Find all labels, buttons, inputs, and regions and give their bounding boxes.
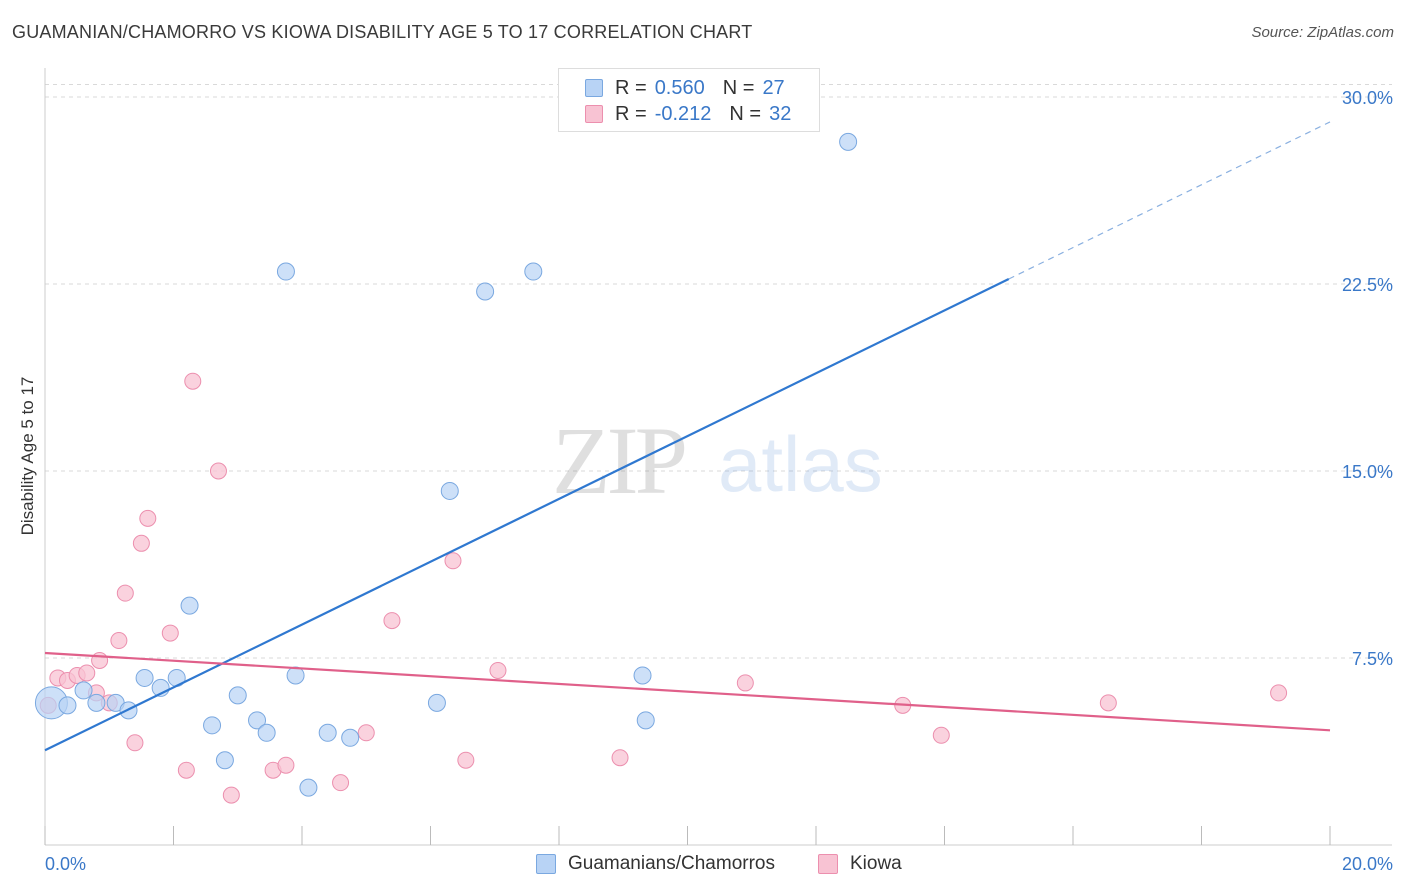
guamanian-point	[248, 711, 267, 730]
watermark-zip: ZIP	[552, 407, 685, 514]
legend-swatch-pink	[818, 854, 838, 874]
kiowa-point	[332, 774, 350, 792]
gridlines	[45, 84, 1392, 659]
kiowa-point	[78, 664, 96, 682]
legend-swatch-pink	[585, 105, 603, 123]
legend-r-label: R =	[615, 76, 647, 99]
kiowa-point	[1270, 684, 1288, 702]
kiowa-point	[110, 632, 128, 650]
guamanian-point	[839, 132, 858, 151]
kiowa-point	[1099, 694, 1117, 712]
legend-r-value: 0.560	[654, 76, 705, 99]
legend-item-kiowa: Kiowa	[818, 852, 902, 876]
guamanian-point	[299, 778, 318, 797]
kiowa-point	[116, 584, 134, 602]
legend-label: Guamanians/Chamorros	[568, 853, 775, 874]
guamanian-point	[524, 262, 543, 281]
legend-row-kiowa: R = -0.212 N = 32	[585, 102, 791, 126]
guamanian-point	[58, 696, 77, 715]
kiowa-point	[383, 612, 401, 630]
trendlines	[44, 121, 1331, 752]
kiowa-trendline	[44, 651, 1331, 732]
y-axis-label: Disability Age 5 to 17	[18, 377, 37, 536]
kiowa-point	[132, 534, 150, 552]
kiowa-point	[222, 786, 240, 804]
y-tick-label: 22.5%	[1342, 275, 1393, 295]
kiowa-point	[277, 756, 295, 774]
guamanian-point	[180, 596, 199, 615]
kiowa-point	[161, 624, 179, 642]
legend-n-label: N =	[722, 76, 755, 99]
x-tick-labels: 0.0% 20.0%	[45, 854, 1393, 874]
guamanian-point	[276, 262, 295, 281]
kiowa-point	[736, 674, 754, 692]
guamanian-trendline	[44, 278, 1010, 752]
guamanian-point	[286, 666, 305, 685]
x-tick-label: 0.0%	[45, 854, 86, 874]
guamanian-point	[228, 686, 247, 705]
legend-item-guamanian: Guamanians/Chamorros	[536, 852, 775, 876]
kiowa-point	[126, 734, 144, 752]
kiowa-point	[357, 724, 375, 742]
legend-swatch-blue	[536, 854, 556, 874]
kiowa-point	[209, 462, 227, 480]
guamanian-point	[318, 723, 337, 742]
guamanian-point	[476, 282, 495, 301]
x-tick-label: 20.0%	[1342, 854, 1393, 874]
kiowa-point	[611, 749, 629, 767]
y-tick-label: 15.0%	[1342, 462, 1393, 482]
guamanian-point	[633, 666, 652, 685]
guamanian-point	[135, 668, 154, 687]
guamanian-trendline-extension	[1008, 121, 1331, 280]
chart-title: GUAMANIAN/CHAMORRO VS KIOWA DISABILITY A…	[12, 22, 753, 42]
guamanian-point	[215, 751, 234, 770]
y-tick-labels: 7.5% 15.0% 22.5% 30.0%	[1342, 88, 1393, 669]
guamanian-points	[34, 132, 858, 797]
kiowa-point	[444, 552, 462, 570]
source-label: Source: ZipAtlas.com	[1251, 24, 1394, 41]
legend-r-label: R =	[615, 102, 647, 125]
legend-label: Kiowa	[850, 853, 902, 874]
kiowa-point	[489, 661, 507, 679]
watermark: ZIP atlas	[552, 407, 883, 514]
legend-n-value: 27	[762, 76, 785, 99]
guamanian-point	[427, 693, 446, 712]
legend-r-value: -0.212	[654, 102, 712, 125]
guamanian-point	[257, 723, 276, 742]
guamanian-point	[341, 728, 360, 747]
guamanian-point	[440, 481, 459, 500]
kiowa-point	[184, 372, 202, 390]
guamanian-point	[87, 693, 106, 712]
guamanian-point	[203, 716, 222, 735]
y-tick-label: 7.5%	[1352, 649, 1393, 669]
guamanian-point	[74, 681, 93, 700]
kiowa-point	[139, 509, 157, 527]
legend-swatch-blue	[585, 79, 603, 97]
kiowa-points	[39, 372, 1288, 804]
legend-row-guamanian: R = 0.560 N = 27	[585, 76, 785, 100]
y-tick-label: 30.0%	[1342, 88, 1393, 108]
watermark-atlas: atlas	[718, 420, 883, 508]
guamanian-point	[636, 711, 655, 730]
kiowa-point	[457, 751, 475, 769]
kiowa-point	[177, 761, 195, 779]
correlation-legend: R = 0.560 N = 27 R = -0.212 N = 32	[558, 68, 820, 132]
kiowa-point	[932, 726, 950, 744]
legend-n-value: 32	[769, 102, 792, 125]
legend-n-label: N =	[729, 102, 762, 125]
